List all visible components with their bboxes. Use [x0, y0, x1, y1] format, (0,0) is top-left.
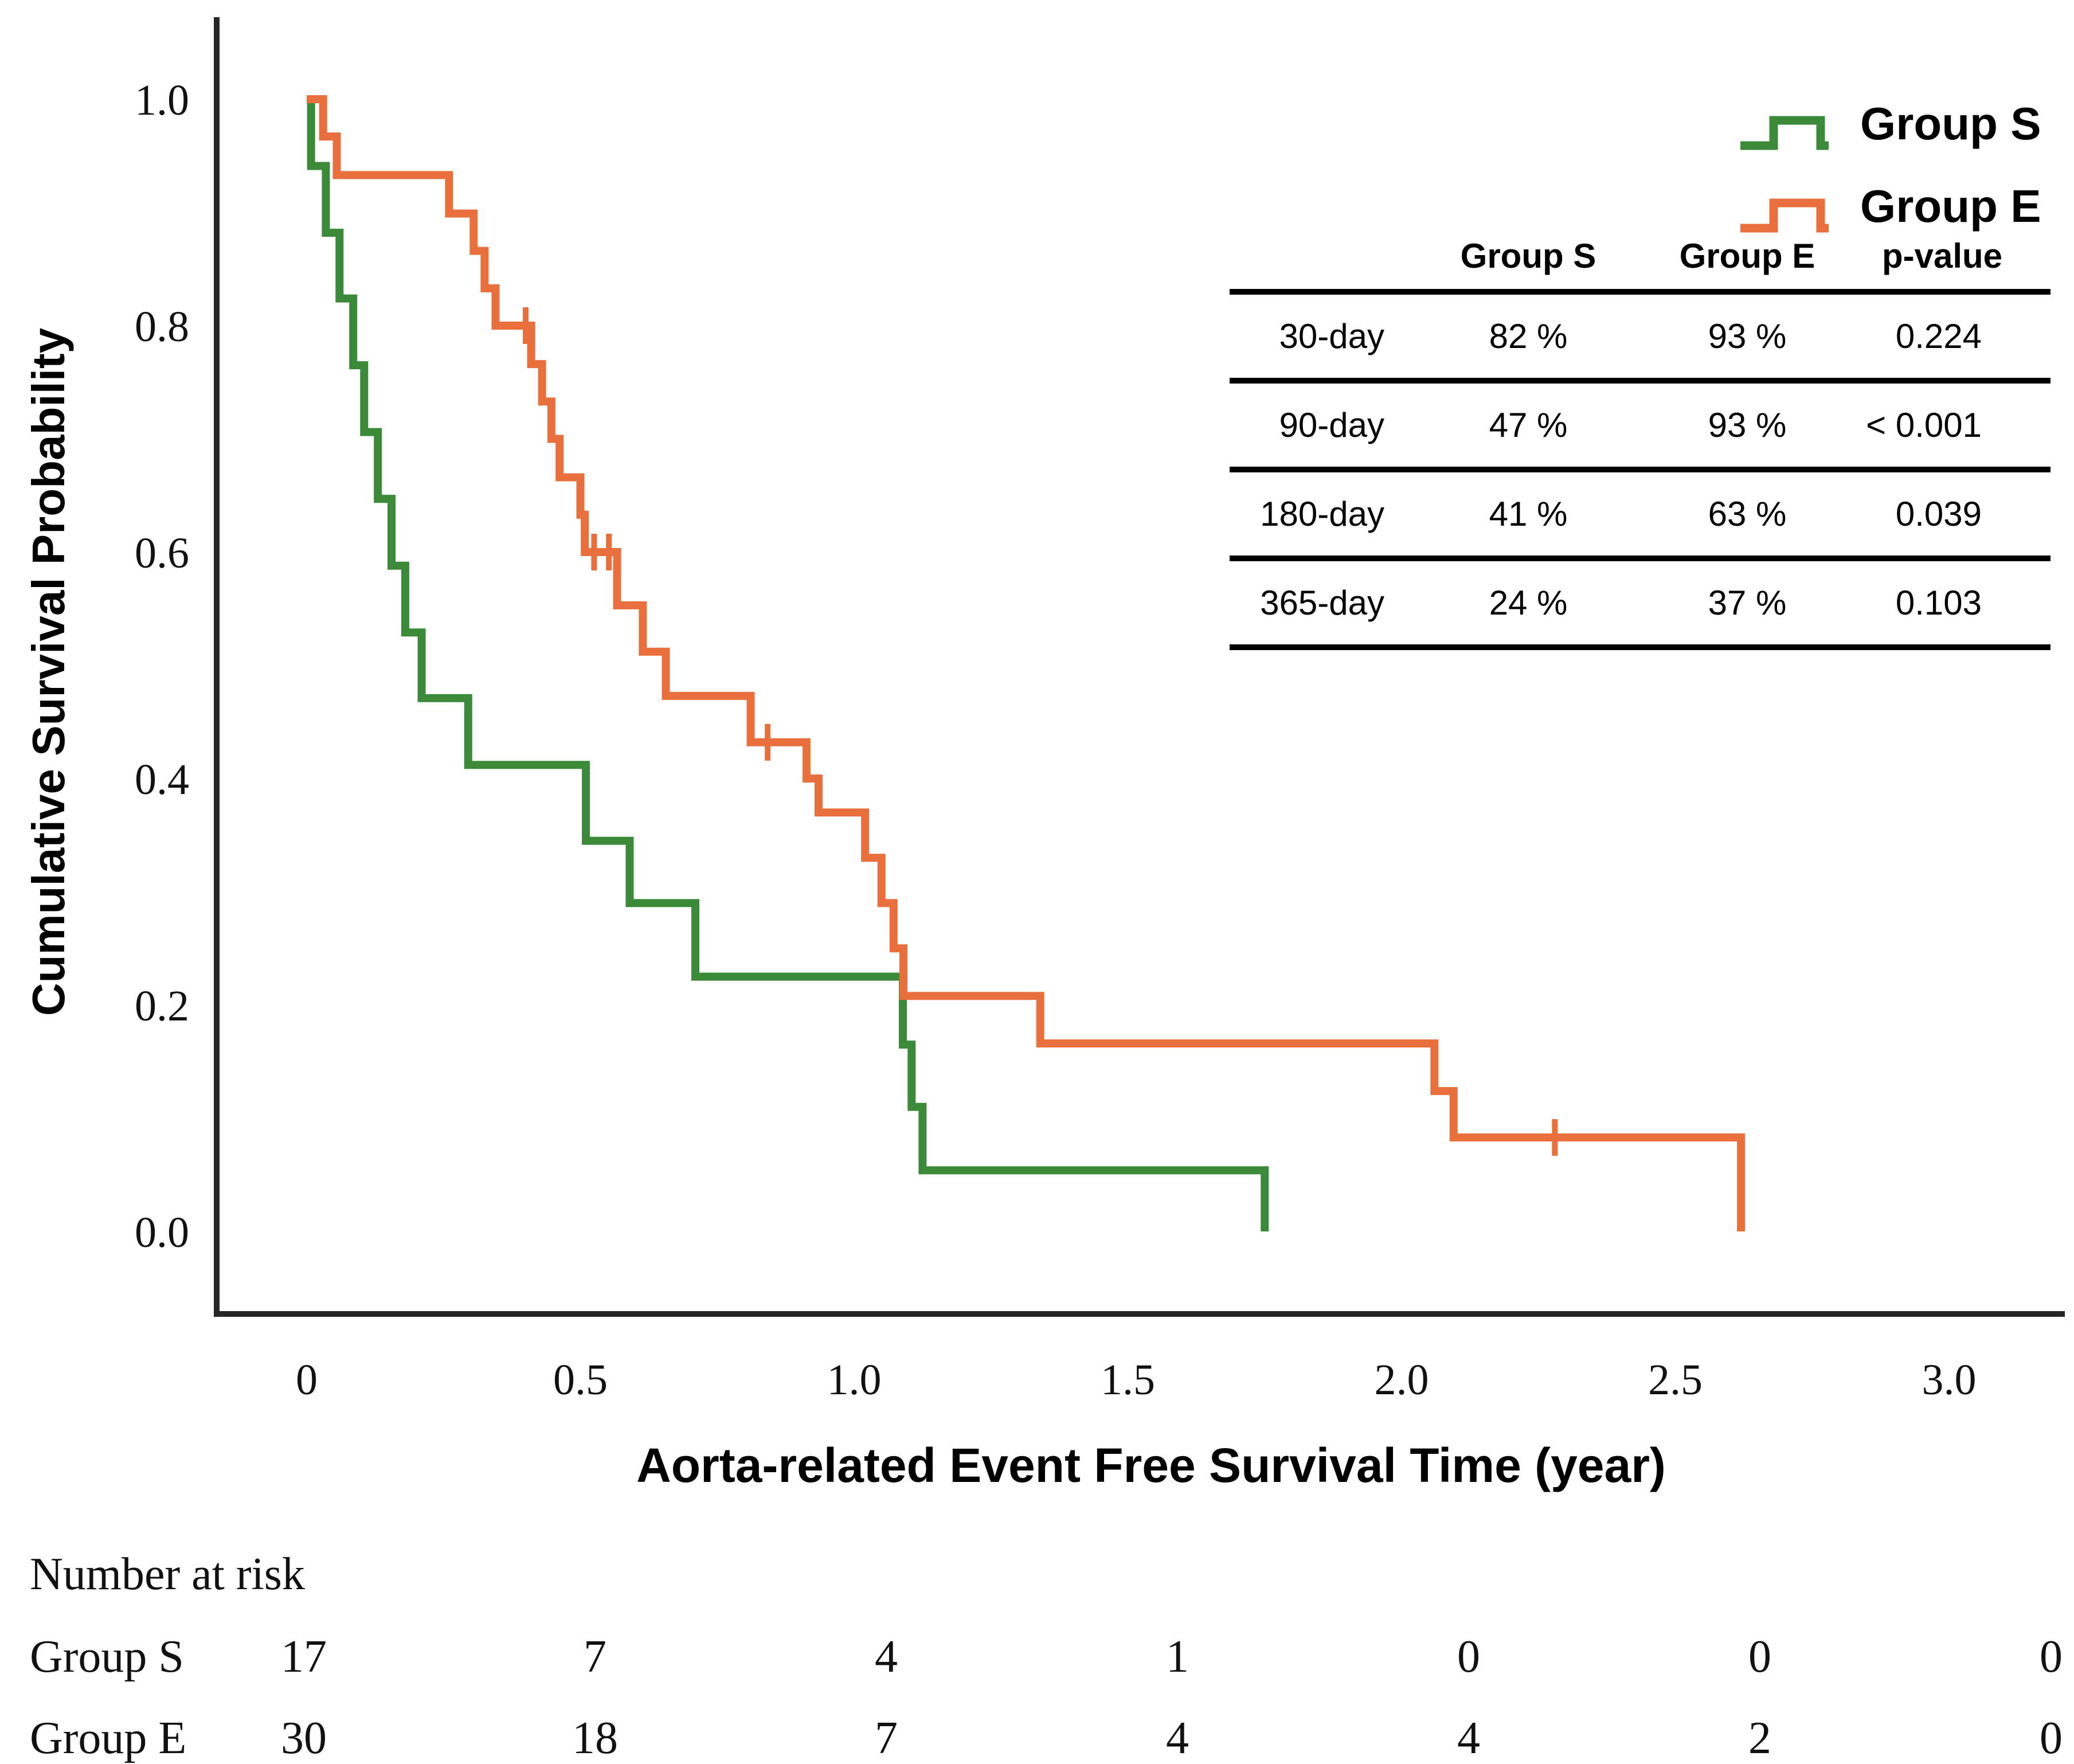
survival-curve-group-s — [307, 95, 1269, 1231]
summary-group-s-cell: 41 % — [1489, 495, 1568, 533]
y-tick-label: 1.0 — [135, 76, 189, 124]
x-axis-title: Aorta-related Event Free Survival Time (… — [636, 1438, 1666, 1492]
summary-header-empty — [1230, 222, 1419, 292]
summary-p-value-cell: < 0.001 — [1866, 406, 1982, 444]
x-tick-label: 0 — [296, 1356, 318, 1404]
risk-count: 4 — [1166, 1713, 1189, 1763]
survival-curves — [307, 95, 1746, 1231]
number-at-risk-block: Number at risk Group S Group E 17 7 4 1 0 0 0 3… — [30, 1549, 2063, 1763]
censor-ticks — [523, 307, 1558, 1156]
risk-counts: 17 7 4 1 0 0 0 30 18 7 4 4 2 0 — [281, 1632, 2063, 1763]
risk-count: 17 — [281, 1632, 327, 1682]
legend: Group S Group E — [1740, 98, 2041, 233]
summary-time-cell: 90-day — [1279, 406, 1384, 444]
group-e-step-icon — [1740, 198, 1829, 233]
legend-label-group-e: Group E — [1860, 181, 2041, 232]
summary-group-e-cell: 93 % — [1708, 317, 1787, 355]
summary-table-header-row: Group S Group E p-value — [1230, 222, 2050, 292]
x-tick-label: 0.5 — [553, 1356, 608, 1404]
risk-count: 0 — [1457, 1632, 1480, 1682]
summary-group-e-cell: 63 % — [1708, 495, 1787, 533]
summary-p-value-cell: 0.039 — [1895, 495, 1982, 533]
summary-group-s-cell: 47 % — [1489, 406, 1568, 444]
summary-p-value-cell: 0.224 — [1895, 317, 1982, 355]
x-tick-label: 1.5 — [1101, 1356, 1155, 1404]
y-axis-title: Cumulative Survival Probability — [23, 327, 74, 1016]
summary-header: Group S — [1460, 236, 1596, 275]
summary-table-row: 180-day 41 % 63 % 0.039 — [1230, 470, 2050, 558]
y-tick-label: 0.4 — [135, 756, 189, 804]
x-tick-label: 2.0 — [1375, 1356, 1429, 1404]
risk-count: 4 — [1457, 1713, 1480, 1763]
survival-summary-table: Group S Group E p-value 30-day 82 % 93 % 0.22… — [1230, 222, 2050, 650]
risk-count: 1 — [1166, 1632, 1189, 1682]
summary-group-e-cell: 93 % — [1708, 406, 1787, 444]
y-axis-tick-labels: 0.0 0.2 0.4 0.6 0.8 1.0 — [135, 76, 189, 1257]
summary-time-cell: 30-day — [1279, 317, 1384, 355]
survival-curve-group-e — [307, 95, 1746, 1231]
inset-survival-table: Group S Group E p-value 30-day 82 % 93 % 0.22… — [1230, 222, 2050, 650]
risk-count: 4 — [875, 1632, 898, 1682]
risk-count: 0 — [1748, 1632, 1771, 1682]
summary-time-cell: 365-day — [1260, 584, 1384, 622]
risk-count: 18 — [572, 1713, 618, 1763]
risk-count: 7 — [584, 1632, 606, 1682]
risk-row-label-group-s: Group S — [30, 1632, 184, 1682]
y-tick-label: 0.2 — [135, 982, 189, 1030]
risk-row-label-group-e: Group E — [30, 1713, 186, 1763]
summary-group-e-cell: 37 % — [1708, 584, 1787, 622]
summary-p-value-cell: 0.103 — [1895, 584, 1982, 622]
x-tick-label: 3.0 — [1922, 1356, 1977, 1404]
summary-header: p-value — [1881, 236, 2003, 275]
summary-group-s-cell: 24 % — [1489, 584, 1568, 622]
x-tick-label: 2.5 — [1648, 1356, 1703, 1404]
risk-count: 7 — [875, 1713, 898, 1763]
legend-label-group-s: Group S — [1860, 98, 2041, 149]
risk-count: 0 — [2040, 1713, 2063, 1763]
y-tick-label: 0.0 — [135, 1208, 189, 1257]
summary-table-row: 365-day 24 % 37 % 0.103 — [1230, 558, 2050, 647]
x-axis-tick-labels: 0 0.5 1.0 1.5 2.0 2.5 3.0 — [296, 1356, 1977, 1404]
summary-header: Group E — [1679, 236, 1815, 275]
group-s-step-icon — [1740, 116, 1829, 150]
risk-count: 30 — [281, 1713, 327, 1763]
number-at-risk-title: Number at risk — [30, 1549, 305, 1599]
y-tick-label: 0.8 — [135, 303, 189, 351]
x-tick-label: 1.0 — [827, 1356, 882, 1404]
summary-group-s-cell: 82 % — [1489, 317, 1568, 355]
summary-time-cell: 180-day — [1260, 495, 1384, 533]
summary-table-row: 30-day 82 % 93 % 0.224 — [1230, 292, 2050, 381]
risk-count: 2 — [1748, 1713, 1771, 1763]
y-tick-label: 0.6 — [135, 529, 189, 577]
summary-table-row: 90-day 47 % 93 % < 0.001 — [1230, 381, 2050, 470]
risk-count: 0 — [2040, 1632, 2063, 1682]
